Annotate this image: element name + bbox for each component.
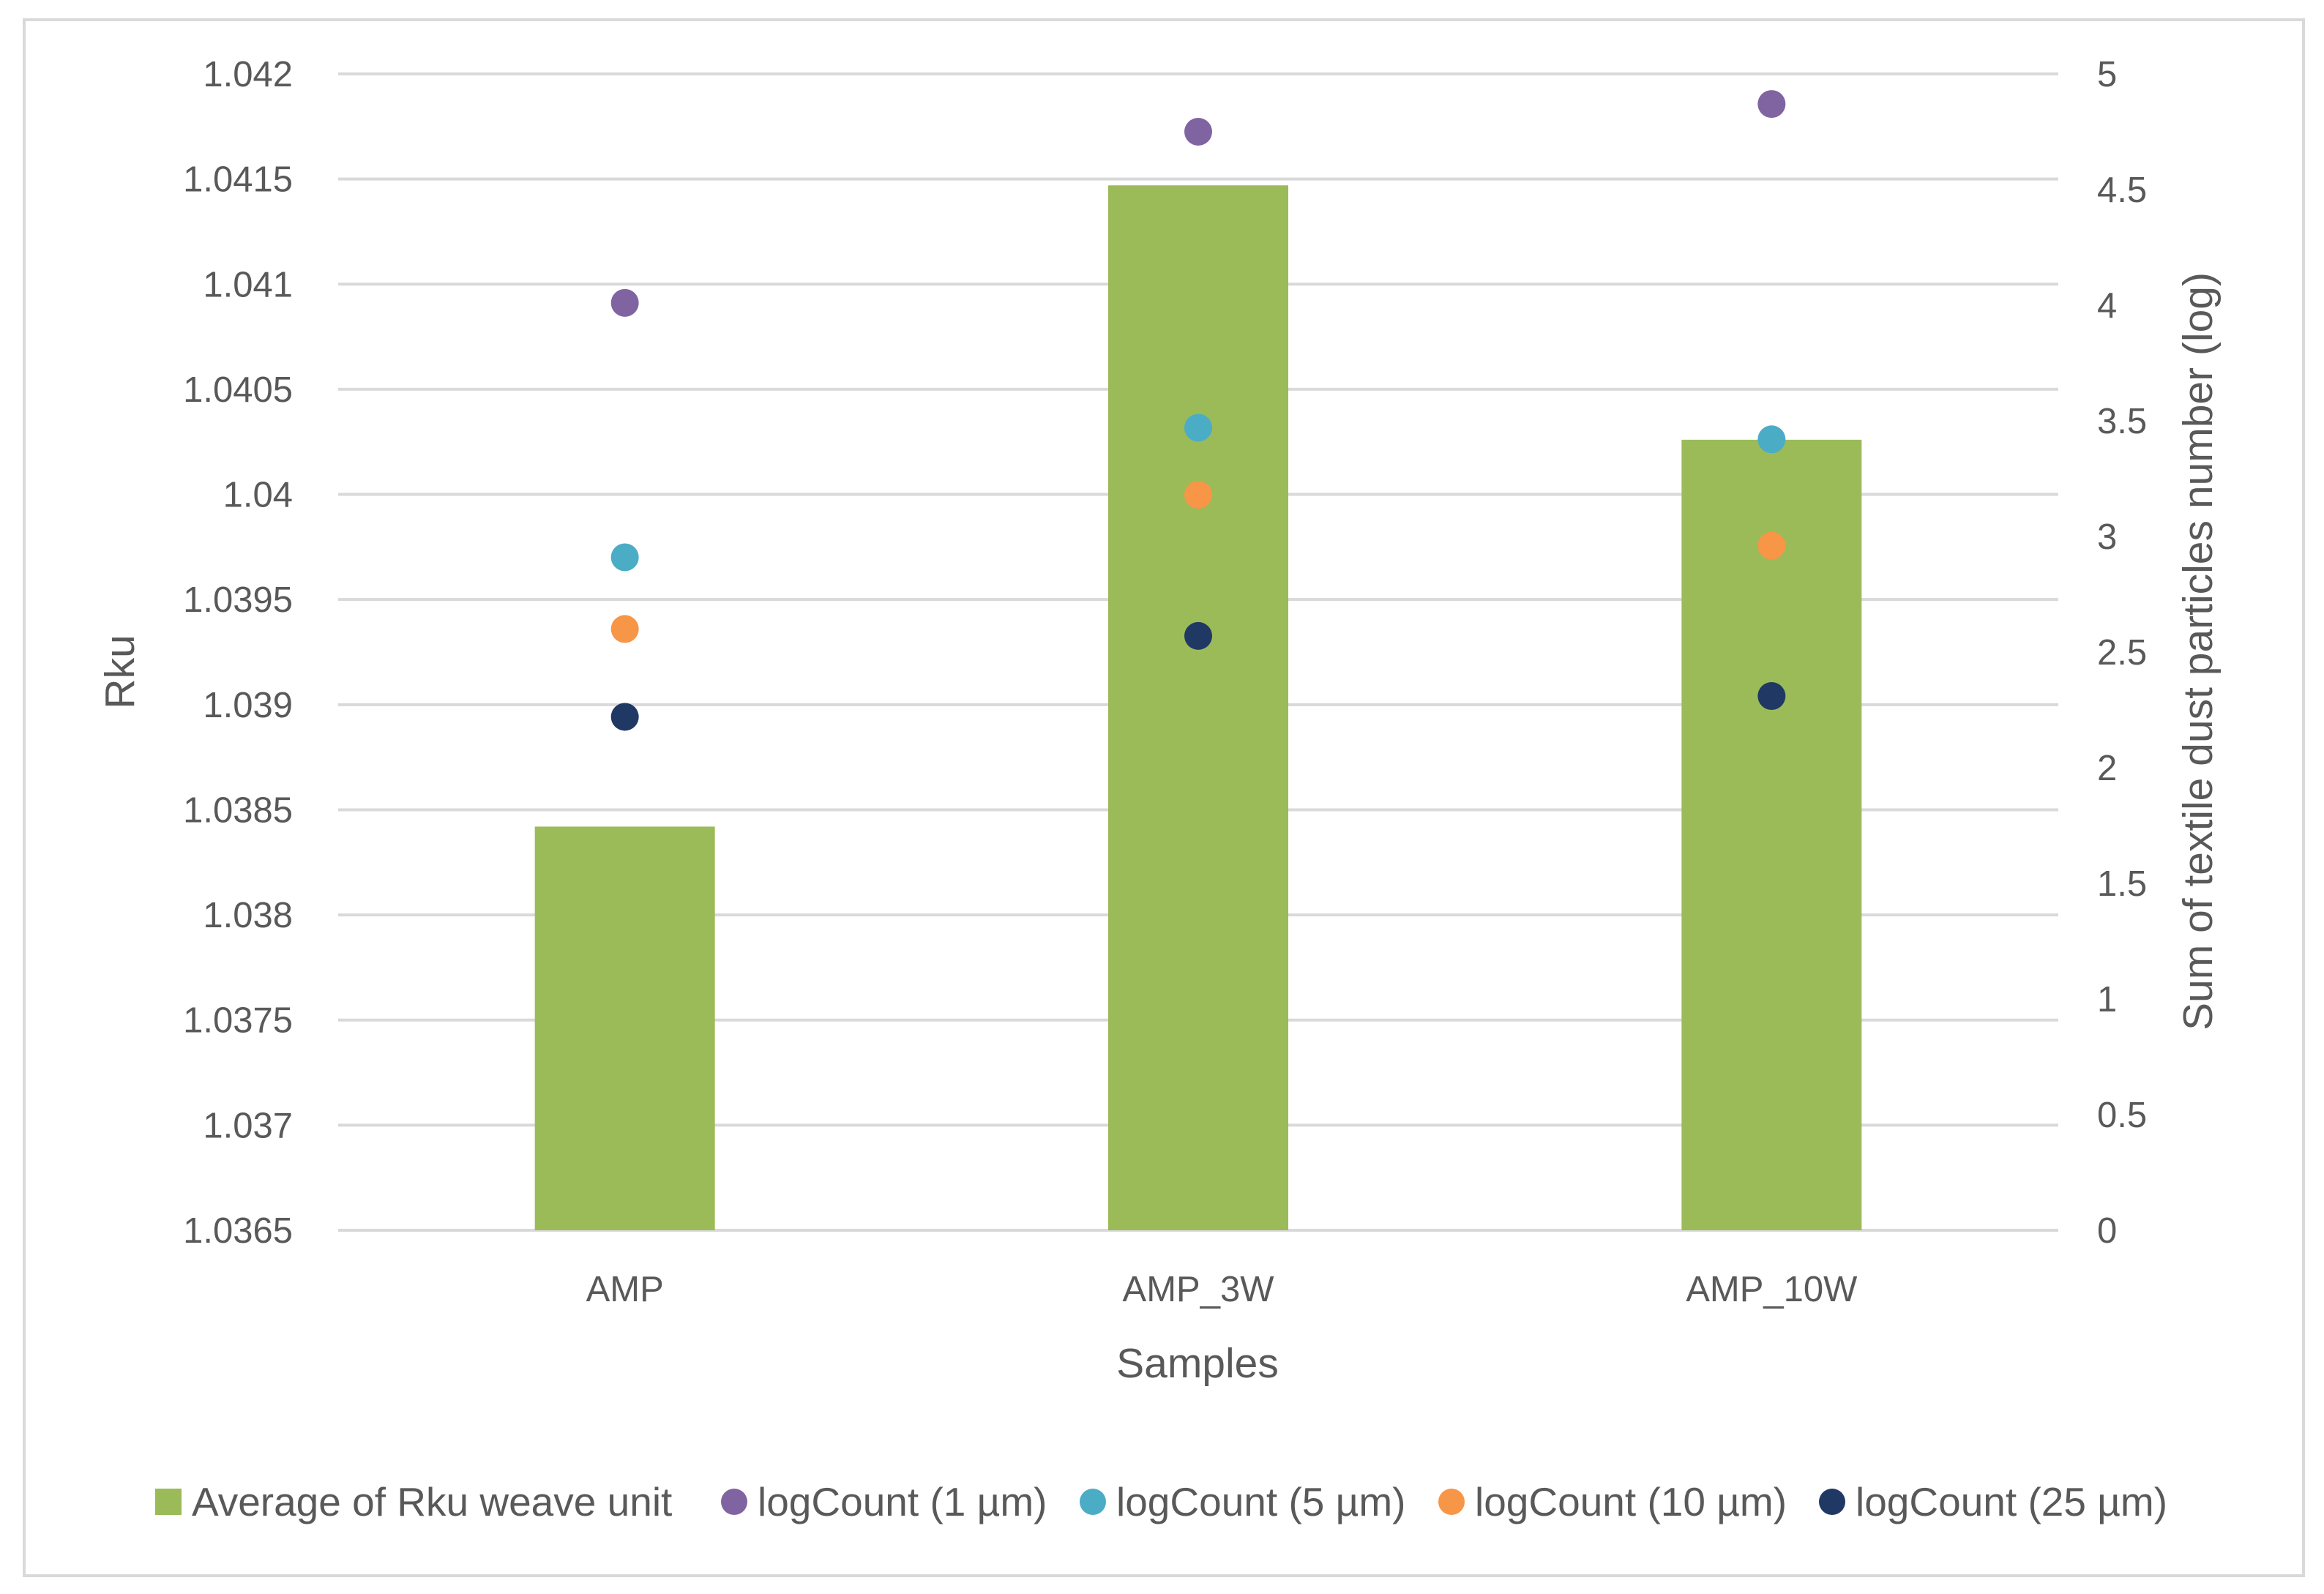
point-series1-amp xyxy=(610,288,639,317)
x-tick-label: AMP_10W xyxy=(1686,1270,1858,1309)
y2-tick-label: 3.5 xyxy=(2097,402,2147,441)
y2-tick-label: 4 xyxy=(2097,286,2117,326)
y-tick-label: 1.0365 xyxy=(183,1211,293,1251)
legend-swatch xyxy=(1438,1489,1465,1515)
x-axis-title: Samples xyxy=(1116,1340,1279,1387)
y-tick-label: 1.041 xyxy=(203,265,293,304)
y2-tick-label: 1 xyxy=(2097,980,2117,1019)
y-tick-label: 1.04 xyxy=(223,476,293,515)
legend-label: Average of Rku weave unit xyxy=(192,1479,672,1524)
point-series4-amp_10w xyxy=(1757,682,1786,711)
legend-swatch xyxy=(155,1489,182,1515)
point-series4-amp_3w xyxy=(1184,621,1212,650)
y2-tick-label: 2 xyxy=(2097,749,2117,788)
legend-swatch xyxy=(1819,1489,1845,1515)
y2-tick-label: 1.5 xyxy=(2097,864,2147,904)
right-axis-ticks: 0 0.5 1 1.5 2 2.5 3 3.5 4 4.5 5 xyxy=(2097,55,2147,1251)
point-series2-amp xyxy=(610,543,639,572)
legend-swatch xyxy=(1080,1489,1106,1515)
bar-amp_10w xyxy=(1681,439,1862,1231)
legend-label: logCount (10 µm) xyxy=(1475,1479,1787,1524)
point-series1-amp_3w xyxy=(1184,118,1212,146)
x-tick-label: AMP_3W xyxy=(1123,1270,1275,1309)
y-tick-label: 1.042 xyxy=(203,55,293,94)
point-series3-amp_10w xyxy=(1757,531,1786,560)
legend-swatch xyxy=(721,1489,747,1515)
y-tick-label: 1.039 xyxy=(203,686,293,725)
point-series3-amp_3w xyxy=(1184,481,1212,509)
x-tick-label: AMP xyxy=(586,1270,664,1309)
y-tick-label: 1.0375 xyxy=(183,1001,293,1041)
y2-axis-title: Sum of textile dust particles number (lo… xyxy=(2175,272,2222,1030)
bar-series xyxy=(534,185,1862,1231)
point-series1-amp_10w xyxy=(1757,90,1786,119)
y-tick-label: 1.0395 xyxy=(183,580,293,620)
bar-amp xyxy=(534,826,715,1230)
point-series xyxy=(610,90,1786,731)
y-tick-label: 1.0385 xyxy=(183,790,293,830)
legend-label: logCount (5 µm) xyxy=(1116,1479,1405,1524)
y-axis-title: Rku xyxy=(97,635,143,708)
y2-tick-label: 4.5 xyxy=(2097,171,2147,210)
point-series3-amp xyxy=(610,615,639,643)
point-series2-amp_3w xyxy=(1184,414,1212,442)
point-series2-amp_10w xyxy=(1757,425,1786,454)
legend-label: logCount (25 µm) xyxy=(1856,1479,2167,1524)
y-tick-label: 1.0405 xyxy=(183,370,293,410)
y2-tick-label: 2.5 xyxy=(2097,633,2147,673)
y2-tick-label: 3 xyxy=(2097,517,2117,557)
category-axis-ticks: AMP AMP_3W AMP_10W xyxy=(586,1270,1858,1309)
y2-tick-label: 5 xyxy=(2097,55,2117,94)
y-tick-label: 1.0415 xyxy=(183,160,293,200)
legend-label: logCount (1 µm) xyxy=(758,1479,1047,1524)
y2-tick-label: 0.5 xyxy=(2097,1096,2147,1135)
legend: Average of Rku weave unit logCount (1 µm)… xyxy=(155,1479,2167,1524)
y-tick-label: 1.037 xyxy=(203,1106,293,1145)
left-axis-ticks: 1.0365 1.037 1.0375 1.038 1.0385 1.039 1.0395 1… xyxy=(183,55,293,1251)
y-tick-label: 1.038 xyxy=(203,896,293,935)
point-series4-amp xyxy=(610,703,639,731)
y2-tick-label: 0 xyxy=(2097,1211,2117,1251)
bar-amp_3w xyxy=(1108,185,1288,1231)
